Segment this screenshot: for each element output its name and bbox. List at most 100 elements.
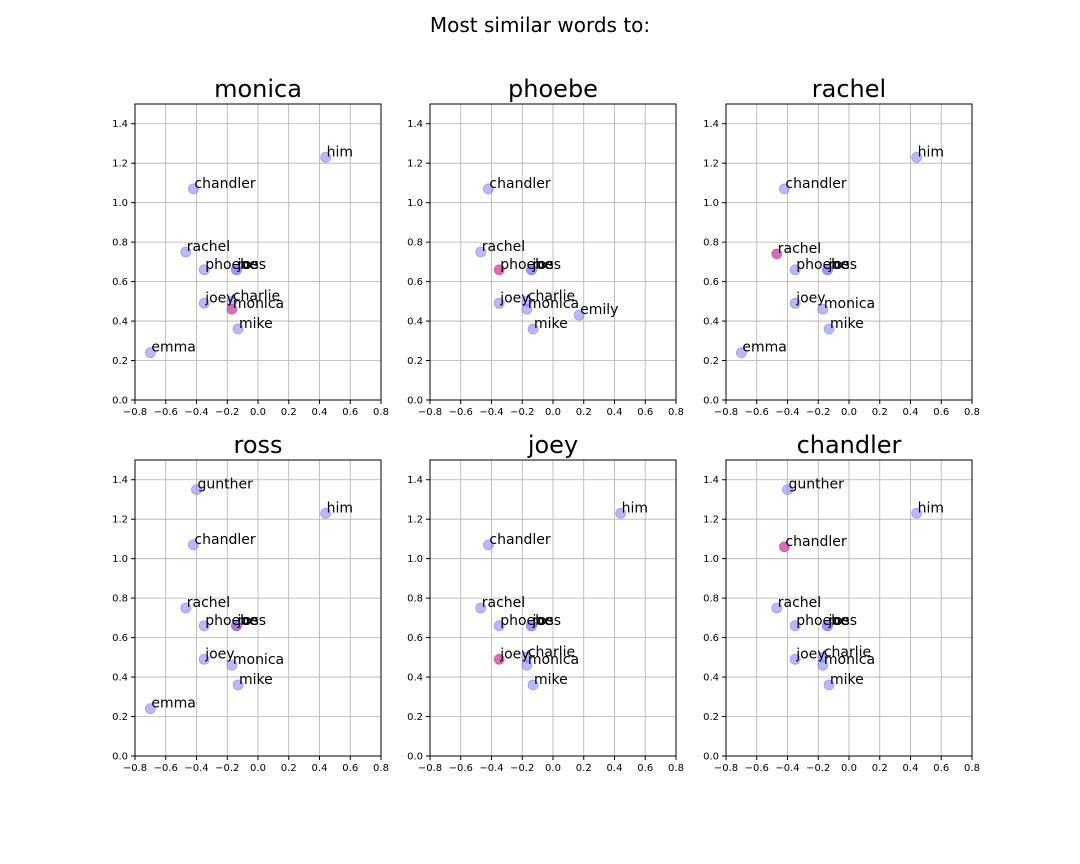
point-gunther	[782, 484, 793, 496]
point-mike	[823, 323, 835, 335]
y-tick-label: 0.4	[112, 673, 128, 684]
point-label-monica: monica	[824, 652, 875, 668]
y-tick-label: 0.0	[407, 752, 423, 763]
point-phoebe	[789, 620, 801, 632]
point-chandler	[483, 183, 494, 195]
y-tick-label: 1.2	[112, 159, 128, 170]
point-label-joe: joe	[827, 257, 849, 273]
point-emma	[735, 347, 747, 359]
y-tick-label: 0.4	[112, 317, 128, 328]
point-label-joey: joey	[499, 646, 529, 662]
x-tick-label: 0.0	[545, 763, 561, 774]
x-tick-label: −0.8	[714, 407, 738, 418]
y-tick-label: 1.4	[112, 119, 128, 130]
x-tick-label: −0.8	[418, 763, 442, 774]
point-label-charlie: charlie	[233, 288, 280, 304]
point-phoebe	[493, 264, 505, 276]
y-tick-label: 1.4	[407, 119, 423, 130]
point-phoebe	[198, 264, 210, 276]
y-tick-label: 1.2	[407, 159, 423, 170]
x-tick-label: −0.4	[775, 407, 799, 418]
point-label-emma: emma	[151, 696, 195, 712]
point-label-joe: joe	[531, 257, 553, 273]
point-emma	[144, 347, 156, 359]
x-tick-label: −0.6	[154, 763, 178, 774]
point-label-gunther: gunther	[789, 477, 845, 493]
y-tick-label: 1.4	[703, 475, 719, 486]
point-label-chandler: chandler	[194, 176, 255, 192]
y-tick-label: 0.0	[703, 396, 719, 407]
point-rachel	[475, 602, 487, 614]
panel-title: joey	[527, 431, 578, 459]
point-joe	[231, 620, 242, 632]
point-label-mike: mike	[239, 672, 273, 688]
y-tick-label: 0.2	[112, 356, 128, 367]
y-tick-label: 1.0	[112, 198, 128, 209]
point-label-chandler: chandler	[785, 176, 846, 192]
point-mike	[527, 679, 539, 691]
x-tick-label: −0.8	[123, 407, 147, 418]
x-tick-label: 0.6	[342, 763, 358, 774]
point-label-him: him	[327, 144, 353, 160]
x-tick-label: 0.0	[545, 407, 561, 418]
x-tick-label: −0.4	[479, 763, 503, 774]
y-tick-label: 1.0	[703, 198, 719, 209]
point-emma	[144, 703, 156, 715]
point-chandler	[188, 539, 199, 551]
x-tick-label: 0.0	[250, 763, 266, 774]
point-label-rachel: rachel	[778, 595, 821, 611]
point-label-emily: emily	[580, 302, 618, 318]
x-tick-label: 0.4	[607, 407, 623, 418]
point-label-chandler: chandler	[194, 532, 255, 548]
point-label-monica: monica	[528, 296, 579, 312]
y-tick-label: 1.0	[112, 554, 128, 565]
point-joey	[493, 653, 505, 665]
x-tick-label: 0.6	[933, 407, 949, 418]
y-tick-label: 0.4	[407, 673, 423, 684]
x-tick-label: −0.8	[714, 763, 738, 774]
panel-joey: joey −0.8 −0.6 −0.4 −0.2 0.0 0.2 0.4 0.6 0.8 0.0 0.…	[407, 431, 684, 774]
point-label-chandler: chandler	[489, 532, 550, 548]
point-mike	[232, 323, 244, 335]
y-tick-label: 0.8	[703, 238, 719, 249]
point-label-rachel: rachel	[778, 241, 821, 257]
point-label-mike: mike	[830, 316, 864, 332]
y-tick-label: 0.2	[703, 712, 719, 723]
axes-frame	[134, 103, 382, 401]
y-tick-label: 1.2	[407, 515, 423, 526]
y-tick-label: 0.8	[112, 594, 128, 605]
point-gunther	[191, 484, 202, 496]
x-tick-label: 0.0	[841, 763, 857, 774]
point-label-emma: emma	[151, 340, 195, 356]
point-label-emma: emma	[742, 340, 786, 356]
point-label-rachel: rachel	[482, 595, 525, 611]
point-label-charlie: charlie	[528, 644, 575, 660]
x-tick-label: 0.6	[342, 407, 358, 418]
point-label-phoebe: phoebe	[205, 257, 257, 273]
point-joe	[822, 264, 833, 276]
point-label-him: him	[327, 500, 353, 516]
point-joe	[231, 264, 242, 276]
point-label-joey: joey	[795, 646, 825, 662]
point-mike	[527, 323, 539, 335]
panel-ross: ross −0.8 −0.6 −0.4 −0.2 0.0 0.2 0.4 0.6 0.8 0.0 0.…	[112, 431, 389, 774]
x-tick-label: −0.2	[806, 763, 830, 774]
point-label-monica: monica	[233, 652, 284, 668]
x-tick-label: 0.8	[668, 407, 684, 418]
x-tick-label: 0.2	[576, 407, 592, 418]
point-him	[320, 151, 332, 163]
point-label-monica: monica	[233, 296, 284, 312]
y-tick-label: 1.4	[112, 475, 128, 486]
point-label-chandler: chandler	[489, 176, 550, 192]
x-tick-label: 0.6	[933, 763, 949, 774]
point-label-phoebe: phoebe	[500, 613, 552, 629]
point-him	[911, 151, 923, 163]
panel-monica: monica −0.8 −0.6 −0.4 −0.2 0.0 0.2 0.4 0.6 0.8 0.0…	[112, 75, 389, 418]
x-tick-label: −0.6	[154, 407, 178, 418]
y-tick-label: 0.6	[407, 277, 423, 288]
point-rachel	[771, 602, 783, 614]
x-tick-label: −0.2	[806, 407, 830, 418]
point-joey	[198, 653, 210, 665]
y-tick-label: 0.0	[407, 396, 423, 407]
